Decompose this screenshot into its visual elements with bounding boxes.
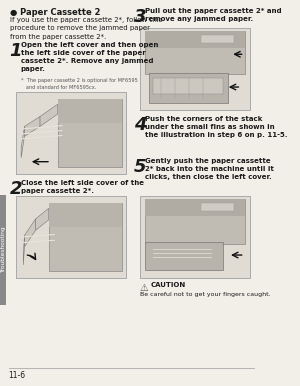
Bar	[16, 196, 126, 278]
Text: ● Paper Cassette 2: ● Paper Cassette 2	[11, 8, 101, 17]
Bar	[58, 98, 122, 123]
Text: 11-6: 11-6	[9, 371, 26, 380]
Text: Troubleshooting: Troubleshooting	[1, 227, 5, 273]
Text: Gently push the paper cassette
2* back into the machine until it
clicks, then cl: Gently push the paper cassette 2* back i…	[145, 158, 274, 180]
Bar	[140, 28, 250, 110]
Text: 1: 1	[10, 42, 22, 60]
Bar	[146, 242, 223, 270]
Text: Pull out the paper cassette 2* and
remove any jammed paper.: Pull out the paper cassette 2* and remov…	[145, 8, 282, 22]
Bar	[58, 98, 122, 168]
Bar	[0, 195, 6, 305]
Text: Be careful not to get your fingers caught.: Be careful not to get your fingers caugh…	[140, 292, 271, 297]
Polygon shape	[21, 127, 25, 157]
Bar	[16, 92, 126, 174]
Bar	[146, 199, 244, 244]
Bar	[146, 31, 244, 48]
Bar	[146, 31, 244, 74]
Text: CAUTION: CAUTION	[150, 282, 185, 288]
Text: *  The paper cassette 2 is optional for MF6595
   and standard for MF6595cx.: * The paper cassette 2 is optional for M…	[21, 78, 138, 90]
Polygon shape	[40, 104, 58, 127]
Bar	[140, 196, 250, 278]
Bar	[140, 196, 250, 278]
Text: 5: 5	[134, 158, 146, 176]
Polygon shape	[23, 235, 25, 265]
Text: 2: 2	[10, 180, 22, 198]
Bar	[16, 92, 126, 174]
Bar	[16, 196, 126, 278]
Bar	[140, 28, 250, 110]
Text: 3: 3	[134, 8, 146, 26]
Bar	[16, 196, 126, 278]
Bar	[146, 199, 244, 216]
Bar	[49, 203, 122, 271]
Bar	[16, 92, 126, 174]
Text: Open the left cover and then open
the left side cover of the paper
cassette 2*. : Open the left cover and then open the le…	[21, 42, 158, 72]
Text: Close the left side cover of the
paper cassette 2*.: Close the left side cover of the paper c…	[21, 180, 144, 194]
Bar	[153, 78, 223, 94]
Text: If you use the paper cassette 2*, follow this
procedure to remove the jammed pap: If you use the paper cassette 2*, follow…	[11, 17, 163, 39]
Text: ⚠: ⚠	[140, 283, 148, 293]
Bar	[140, 196, 250, 278]
Bar	[200, 203, 234, 211]
Polygon shape	[25, 117, 40, 136]
Bar	[140, 28, 250, 110]
Bar	[200, 35, 234, 43]
Bar	[49, 203, 122, 227]
Bar	[149, 73, 228, 103]
Text: 4: 4	[134, 116, 146, 134]
Polygon shape	[25, 219, 35, 247]
Polygon shape	[35, 208, 49, 230]
Text: Push the corners of the stack
under the small fins as shown in
the illustration : Push the corners of the stack under the …	[145, 116, 288, 138]
